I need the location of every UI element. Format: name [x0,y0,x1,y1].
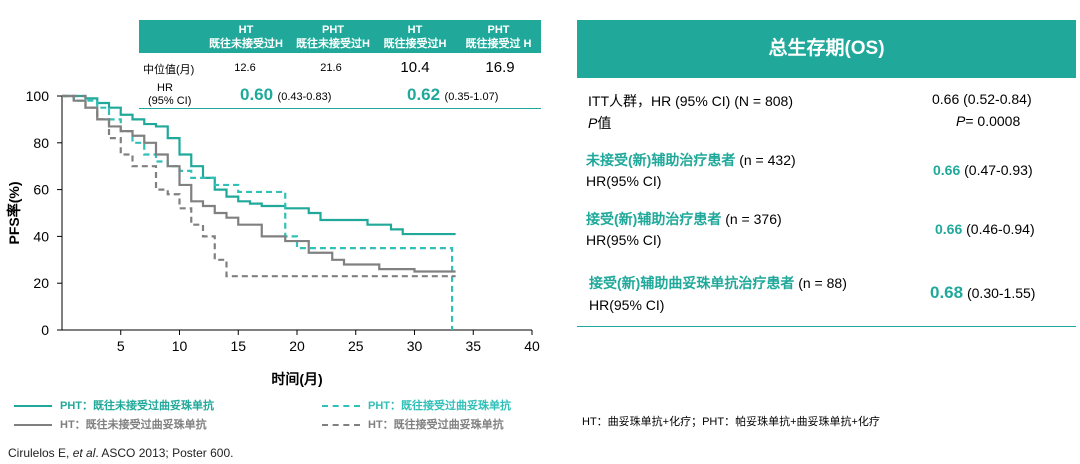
y-tick-label: 0 [41,322,49,338]
median-ht-prior: 10.4 [400,59,430,76]
legend-line-icon [14,405,52,408]
table-header-ht-prior: HT 既往接受过H [383,24,447,50]
legend-item-ht-prior: HT：既往接受过曲妥珠单抗 [322,416,504,432]
footnote: HT：曲妥珠单抗+化疗；PHT：帕妥珠单抗+曲妥珠单抗+化疗 [582,416,880,428]
x-axis-label: 时间(月) [271,371,322,387]
legend-item-pht-prior: PHT：既往接受过曲妥珠单抗 [322,397,511,413]
hr-no-prior: 0.60 (0.43-0.83) [240,85,332,104]
table-header-pht-no-prior: PHT 既往未接受过H [296,24,370,50]
hr-prior: 0.62 (0.35-1.07) [407,85,499,104]
p-label: P值 [588,115,612,131]
median-pht-prior: 16.9 [485,59,515,76]
legend-line-icon [322,405,360,408]
prior-hr: 0.66 (0.46-0.94) [935,221,1035,237]
chart-ticks: 5 10 15 20 25 30 35 40 0 20 40 60 80 100 [26,88,540,354]
y-tick-label: 20 [33,275,49,291]
x-tick-label: 5 [117,338,125,354]
x-tick-label: 30 [407,338,423,354]
trast-subgroup: 接受(新)辅助曲妥珠单抗治疗患者 (n = 88) [589,275,847,291]
hr-label: HR [157,82,173,94]
pfs-chart: 5 10 15 20 25 30 35 40 0 20 40 60 80 100 时间(月) PFS率(%… [6,88,540,387]
prior-subgroup: 接受(新)辅助治疗患者 (n = 376) [586,211,782,227]
prior-hr-label: HR(95% CI) [586,232,662,248]
table-header-ht-no-prior: HT 既往未接受过H [209,24,283,50]
x-tick-label: 40 [524,338,540,354]
itt-hr: 0.66 (0.52-0.84) [932,91,1032,107]
no-prior-hr-label: HR(95% CI) [586,173,662,189]
p-value: P= 0.0008 [956,113,1021,129]
os-panel-title: 总生存期(OS) [577,20,1076,78]
no-prior-subgroup: 未接受(新)辅助治疗患者 (n = 432) [586,152,796,168]
y-tick-label: 100 [26,88,50,104]
y-tick-label: 40 [33,228,49,244]
citation: Cirulelos E, et al. ASCO 2013; Poster 60… [8,446,234,460]
trast-hr: 0.68 (0.30-1.55) [930,283,1036,302]
chart-series [62,94,456,330]
x-tick-label: 20 [289,338,305,354]
itt-label: ITT人群，HR (95% CI) (N = 808) [588,93,793,109]
median-ht-no-prior: 12.6 [234,62,256,74]
median-pht-no-prior: 21.6 [320,62,342,74]
x-tick-label: 10 [172,338,188,354]
no-prior-hr: 0.66 (0.47-0.93) [933,162,1033,178]
legend-line-icon [14,424,52,427]
legend-item-pht-no-prior: PHT：既往未接受过曲妥珠单抗 [14,397,214,413]
x-tick-label: 15 [230,338,246,354]
legend-item-ht-no-prior: HT：既往未接受过曲妥珠单抗 [14,416,207,432]
series-line-3 [62,94,456,278]
series-line-0 [62,94,456,236]
x-tick-label: 25 [348,338,364,354]
hr-ci-label: (95% CI) [148,95,192,107]
table-header-band [139,20,541,53]
y-tick-label: 80 [33,135,49,151]
median-label: 中位值(月) [143,64,195,76]
x-tick-label: 35 [465,338,481,354]
y-axis-label: PFS率(%) [6,182,22,245]
y-tick-label: 60 [33,182,49,198]
trast-hr-label: HR(95% CI) [589,297,665,313]
table-bottom-rule [139,108,541,109]
table-header-pht-prior: PHT 既往接受过 H [465,24,532,50]
legend-line-icon [322,424,360,427]
os-panel-bottom-rule [577,326,1076,327]
